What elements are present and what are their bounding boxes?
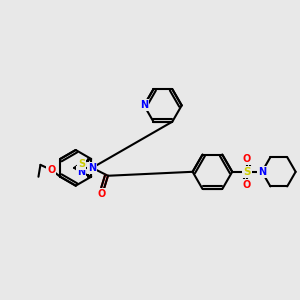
Text: S: S — [243, 167, 251, 177]
Text: O: O — [98, 189, 106, 199]
Text: N: N — [258, 167, 266, 177]
Text: N: N — [88, 163, 96, 173]
Text: N: N — [77, 167, 85, 177]
Text: O: O — [47, 165, 56, 175]
Text: N: N — [140, 100, 148, 110]
Text: O: O — [243, 154, 251, 164]
Text: O: O — [243, 180, 251, 190]
Text: S: S — [78, 159, 85, 170]
Text: N: N — [258, 167, 266, 177]
